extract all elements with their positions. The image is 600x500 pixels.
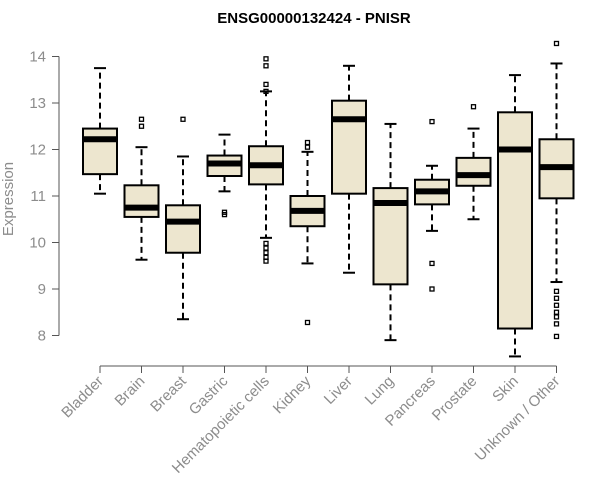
y-axis: 8 9 10 11 12 13 14 xyxy=(29,49,60,345)
x-tick-label: Prostate xyxy=(429,373,481,425)
outlier-point xyxy=(263,245,269,251)
box-group xyxy=(455,104,492,221)
box-group xyxy=(497,74,533,358)
iqr-box xyxy=(82,127,118,176)
outlier-point xyxy=(429,118,435,125)
outlier-point xyxy=(263,88,269,95)
outlier-point xyxy=(553,295,560,301)
x-tick-label: Bladder xyxy=(58,373,107,422)
x-tick-label: Brain xyxy=(112,373,149,410)
x-tick-label: Liver xyxy=(321,373,356,408)
y-tick-label: 14 xyxy=(29,49,46,66)
outlier-point xyxy=(263,250,269,256)
outlier-point xyxy=(304,139,311,146)
box-group xyxy=(289,139,326,326)
y-tick-label: 13 xyxy=(29,95,46,112)
outlier-point xyxy=(553,309,560,315)
y-tick-label: 8 xyxy=(38,328,46,345)
x-tick-label: Lung xyxy=(362,373,398,409)
outlier-point xyxy=(263,258,269,264)
iqr-box xyxy=(497,111,533,330)
outlier-point xyxy=(263,56,269,62)
iqr-box xyxy=(165,204,201,254)
box-group xyxy=(248,56,284,264)
outlier-point xyxy=(553,314,560,320)
outlier-point xyxy=(263,240,269,247)
box-group xyxy=(538,40,575,340)
box-group xyxy=(414,118,450,292)
box-group xyxy=(82,67,118,195)
y-axis-label: Expression xyxy=(0,162,17,236)
iqr-box xyxy=(123,184,160,218)
outlier-point xyxy=(221,211,228,218)
plot-area xyxy=(82,40,575,358)
outlier-point xyxy=(429,260,435,267)
x-tick-label: Breast xyxy=(147,372,190,415)
outlier-point xyxy=(180,116,186,122)
outlier-point xyxy=(429,286,435,292)
box-group xyxy=(372,122,409,342)
outlier-point xyxy=(553,321,560,327)
y-tick-label: 12 xyxy=(29,142,46,159)
box-group xyxy=(331,64,367,274)
y-tick-label: 11 xyxy=(30,188,46,205)
box-group xyxy=(123,116,160,261)
y-tick-label: 10 xyxy=(29,235,46,252)
outlier-point xyxy=(138,116,145,122)
x-tick-label: Skin xyxy=(489,373,522,406)
x-tick-label: Kidney xyxy=(270,372,315,417)
outlier-point xyxy=(263,81,269,88)
outlier-point xyxy=(553,302,560,308)
outlier-point xyxy=(138,123,145,129)
outlier-point xyxy=(470,104,477,110)
outlier-point xyxy=(553,288,560,294)
box-group xyxy=(206,133,243,218)
iqr-box xyxy=(455,156,492,187)
iqr-box xyxy=(331,99,367,195)
outlier-point xyxy=(553,333,560,340)
box-group xyxy=(165,116,201,321)
y-tick-label: 9 xyxy=(38,281,46,298)
outlier-point xyxy=(304,319,311,326)
outlier-point xyxy=(553,40,560,47)
chart-title: ENSG00000132424 - PNISR xyxy=(217,10,411,27)
outlier-point xyxy=(304,144,311,150)
outlier-point xyxy=(263,63,269,69)
